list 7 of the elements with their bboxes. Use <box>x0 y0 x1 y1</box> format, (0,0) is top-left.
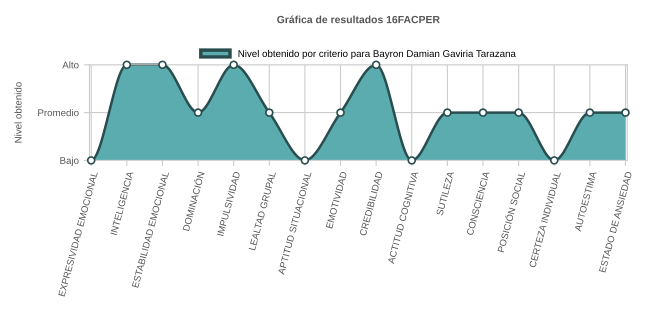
x-tick-label: LEALTAD GRUPAL <box>248 171 276 250</box>
text: Bajo <box>60 156 79 166</box>
legend-label: Nivel obtenido por criterio para Bayron Damian Gaviria Tarazana <box>238 50 516 59</box>
y-axis-title: Nivel obtenido <box>14 82 22 143</box>
text: Alto <box>62 61 79 68</box>
chart-title: Gráfica de resultados 16FACPER <box>277 15 440 24</box>
text: Promedio <box>38 109 79 116</box>
